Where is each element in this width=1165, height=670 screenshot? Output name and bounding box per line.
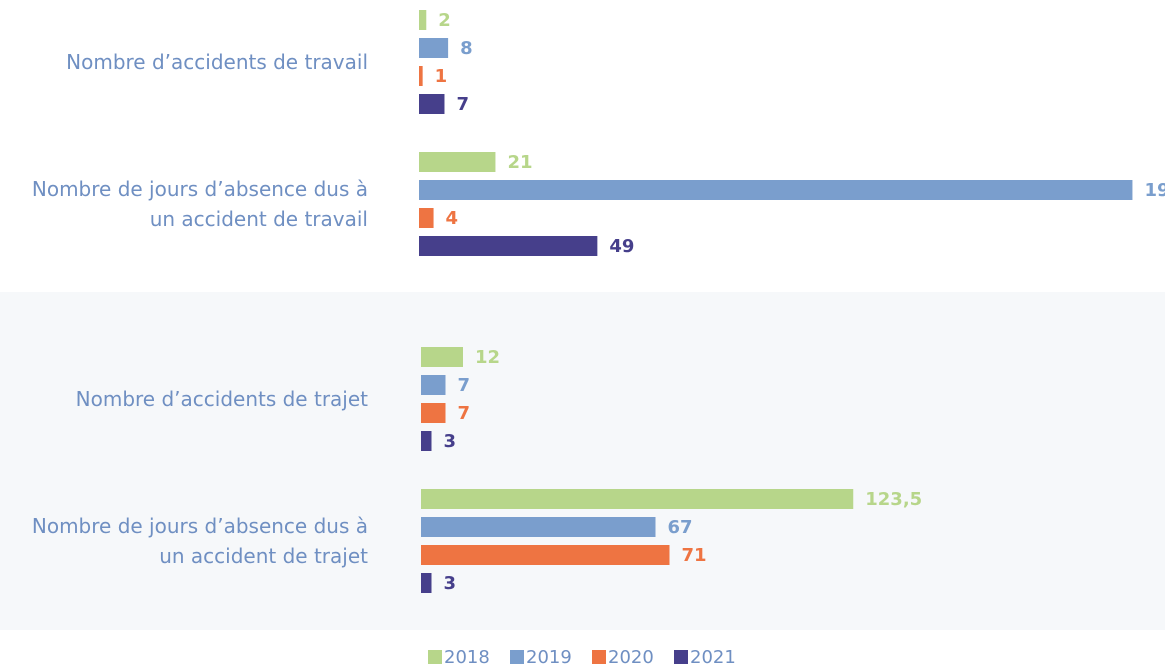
- value-label: 7: [458, 375, 471, 396]
- bar: [421, 403, 446, 423]
- bar: [419, 236, 598, 256]
- bar: [419, 94, 445, 114]
- value-label: 49: [609, 236, 634, 257]
- bar: [419, 38, 449, 58]
- bar: [421, 573, 432, 593]
- bar: [419, 208, 434, 228]
- bar: [419, 180, 1133, 200]
- legend-label: 2020: [608, 647, 654, 668]
- value-label: 123,5: [865, 489, 922, 510]
- category-label: Nombre d’accidents de trajet: [75, 387, 368, 411]
- legend-swatch: [510, 650, 524, 664]
- value-label: 4: [446, 208, 459, 229]
- value-label: 12: [475, 347, 500, 368]
- bar: [421, 517, 656, 537]
- category-label: Nombre de jours d’absence dus à un accid…: [31, 177, 368, 231]
- bar: [421, 545, 670, 565]
- value-label: 8: [460, 38, 473, 59]
- bar: [419, 66, 423, 86]
- legend-label: 2021: [690, 647, 736, 668]
- bar: [421, 489, 854, 509]
- legend-swatch: [428, 650, 442, 664]
- value-label: 7: [458, 403, 471, 424]
- legend-swatch: [674, 650, 688, 664]
- value-label: 71: [682, 545, 707, 566]
- legend-label: 2018: [444, 647, 490, 668]
- value-label: 3: [444, 573, 457, 594]
- value-label: 2: [438, 10, 451, 31]
- legend-swatch: [592, 650, 606, 664]
- value-label: 1: [435, 66, 448, 87]
- value-label: 21: [507, 152, 532, 173]
- category-label: Nombre d’accidents de travail: [66, 50, 368, 74]
- bar: [421, 431, 432, 451]
- bar: [419, 152, 496, 172]
- bar: [419, 10, 427, 30]
- value-label: 3: [444, 431, 457, 452]
- value-label: 7: [456, 94, 469, 115]
- bar: [421, 347, 463, 367]
- value-label: 67: [668, 517, 693, 538]
- legend-label: 2019: [526, 647, 572, 668]
- panel-background: [0, 292, 1165, 630]
- value-label: 196: [1144, 180, 1165, 201]
- bar: [421, 375, 446, 395]
- category-label: Nombre de jours d’absence dus à un accid…: [31, 514, 368, 568]
